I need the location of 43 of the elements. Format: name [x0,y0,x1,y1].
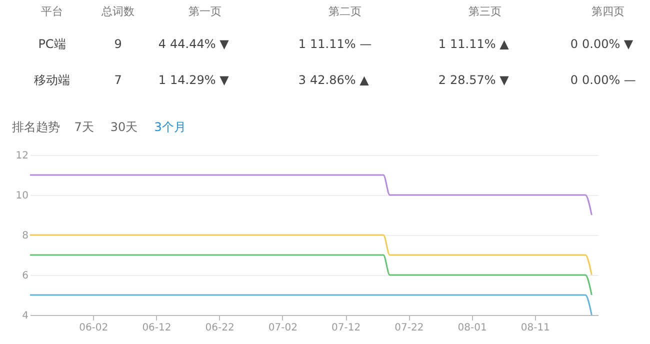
x-tick-label: 07-12 [332,322,361,334]
y-tick-label: 6 [22,270,28,282]
text: 排名趋势 [12,120,60,134]
text: 移动端 [34,73,70,87]
y-tick-label: 12 [16,150,28,162]
text: 第二页 [328,5,362,18]
text: 2 [438,73,446,87]
text: 7 [114,73,122,87]
text: 4 [158,37,166,51]
text: 11.11% ▲ [450,37,510,51]
text: 28.57% ▼ [450,73,510,87]
text: 3 [298,73,306,87]
text: 30天 [110,120,138,134]
x-tick-label: 08-01 [458,322,487,334]
text: 1 [158,73,166,87]
text: 9 [114,37,122,51]
text: 11.11% — [310,37,372,51]
text: PC端 [38,37,66,51]
text: 第四页 [592,5,624,18]
text: 0 [570,73,578,87]
text: 总词数 [100,5,134,18]
x-tick-label: 06-02 [79,322,108,334]
x-tick-label: 06-22 [205,322,234,334]
x-tick-label: 08-11 [520,322,550,334]
y-tick-label: 8 [22,230,28,242]
text: 第三页 [468,5,502,18]
text: 0 [570,37,578,51]
text: 42.86% ▲ [310,73,370,87]
y-tick-label: 10 [16,190,28,202]
text: 1 [438,37,446,51]
x-tick-label: 07-22 [394,322,424,334]
x-tick-label: 07-02 [268,322,298,334]
text: 3个月 [154,120,186,134]
text: 44.44% ▼ [170,37,230,51]
text: 1 [298,37,306,51]
y-tick-label: 4 [22,310,28,322]
text: 平台 [41,5,63,18]
text: 7天 [74,120,94,134]
text: 14.29% ▼ [170,73,230,87]
text: 0.00% — [582,73,636,87]
text: 0.00% ▼ [582,37,634,51]
x-tick-label: 06-12 [142,322,172,334]
text: 第一页 [188,5,222,18]
